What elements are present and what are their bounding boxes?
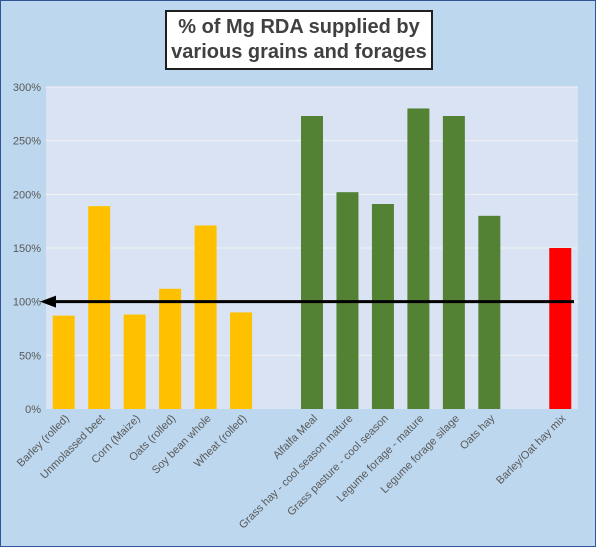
y-tick-label: 0%	[25, 404, 41, 416]
category-label: Oats hay	[458, 412, 498, 452]
chart-title-line-2: various grains and forages	[171, 41, 427, 63]
bar	[549, 248, 572, 409]
y-tick-label: 200%	[13, 189, 41, 201]
bar	[88, 206, 111, 409]
y-axis-tick-labels: 0% 50% 100% 150% 200% 250% 300%	[13, 82, 41, 416]
bar	[52, 315, 75, 409]
bar	[301, 115, 323, 409]
bar	[159, 288, 182, 409]
y-tick-label: 250%	[13, 136, 41, 148]
chart-title-box: % of Mg RDA supplied by various grains a…	[165, 10, 433, 70]
y-tick-label: 300%	[13, 82, 41, 94]
bar	[442, 115, 465, 409]
reference-line-group	[40, 295, 574, 308]
bar	[371, 203, 394, 409]
bar	[123, 314, 146, 409]
chart-title-line-1: % of Mg RDA supplied by	[178, 16, 420, 38]
reference-arrowhead	[40, 295, 56, 308]
bar	[230, 312, 253, 409]
bar	[478, 215, 501, 409]
category-label: Barley/Oat hay mix	[494, 412, 569, 487]
y-tick-label: 100%	[13, 297, 41, 309]
bar	[194, 225, 217, 409]
y-tick-label: 50%	[19, 350, 41, 362]
y-tick-label: 150%	[13, 243, 41, 255]
bars	[52, 108, 572, 409]
bar	[407, 108, 430, 409]
category-label: Unmolassed beet	[38, 413, 107, 482]
